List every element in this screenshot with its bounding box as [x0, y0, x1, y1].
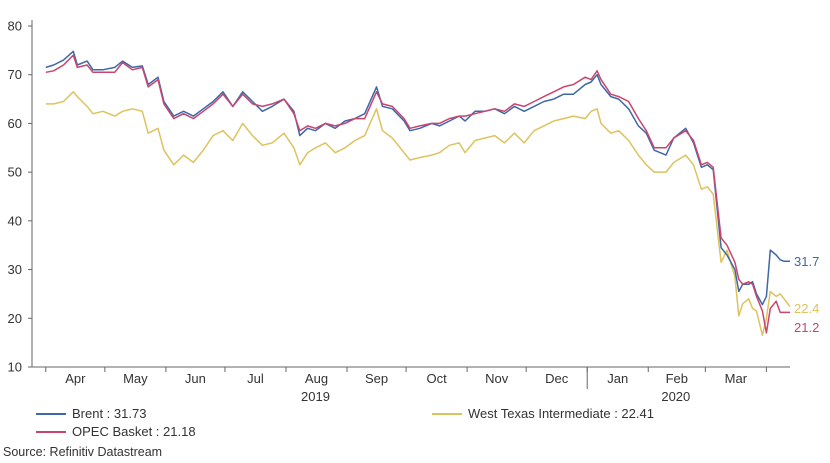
brent-legend-label: Brent : 31.73 — [72, 406, 147, 421]
y-tick-label: 50 — [8, 165, 22, 180]
end-label-west-texas-intermediate: 22.4 — [794, 301, 819, 316]
x-month-label: Apr — [65, 371, 86, 386]
x-month-label: May — [123, 371, 148, 386]
x-month-label: Aug — [305, 371, 328, 386]
end-label-brent: 31.7 — [794, 254, 819, 269]
source-note: Source: Refinitiv Datastream — [3, 445, 163, 459]
x-month-label: Feb — [666, 371, 688, 386]
brent-legend-swatch — [36, 412, 66, 415]
end-label-opec-basket: 21.2 — [794, 320, 819, 335]
legend-item-brent: Brent : 31.73 — [36, 406, 146, 421]
chart-axes: 10 20 30 40 50 60 70 80 Apr May Jun Jul Aug Sep Oct Nov… — [8, 19, 820, 405]
opec-legend-swatch — [36, 430, 66, 433]
x-year-label: 2020 — [661, 389, 690, 404]
x-month-label: Mar — [725, 371, 748, 386]
x-month-label: Oct — [426, 371, 447, 386]
y-tick-label: 40 — [8, 213, 22, 228]
y-tick-label: 20 — [8, 311, 22, 326]
opec-legend-label: OPEC Basket : 21.18 — [72, 424, 196, 439]
series-line-opec-basket — [45, 54, 790, 334]
x-month-label: Jul — [247, 371, 264, 386]
series-line-brent — [45, 50, 790, 306]
x-month-label: Jan — [607, 371, 628, 386]
legend-item-opec: OPEC Basket : 21.18 — [36, 424, 196, 439]
x-month-label: Jun — [185, 371, 206, 386]
plot-lines — [45, 50, 791, 337]
legend-item-wti: West Texas Intermediate : 22.41 — [432, 406, 654, 421]
x-month-label: Sep — [365, 371, 388, 386]
y-tick-label: 70 — [8, 67, 22, 82]
wti-legend-swatch — [432, 412, 462, 415]
y-tick-label: 10 — [8, 360, 22, 375]
y-tick-label: 60 — [8, 116, 22, 131]
x-month-label: Dec — [545, 371, 569, 386]
y-tick-label: 80 — [8, 19, 22, 34]
x-year-label: 2019 — [301, 389, 330, 404]
wti-legend-label: West Texas Intermediate : 22.41 — [468, 406, 654, 421]
y-tick-label: 30 — [8, 262, 22, 277]
series-line-west-texas-intermediate — [45, 91, 791, 337]
x-month-label: Nov — [485, 371, 509, 386]
